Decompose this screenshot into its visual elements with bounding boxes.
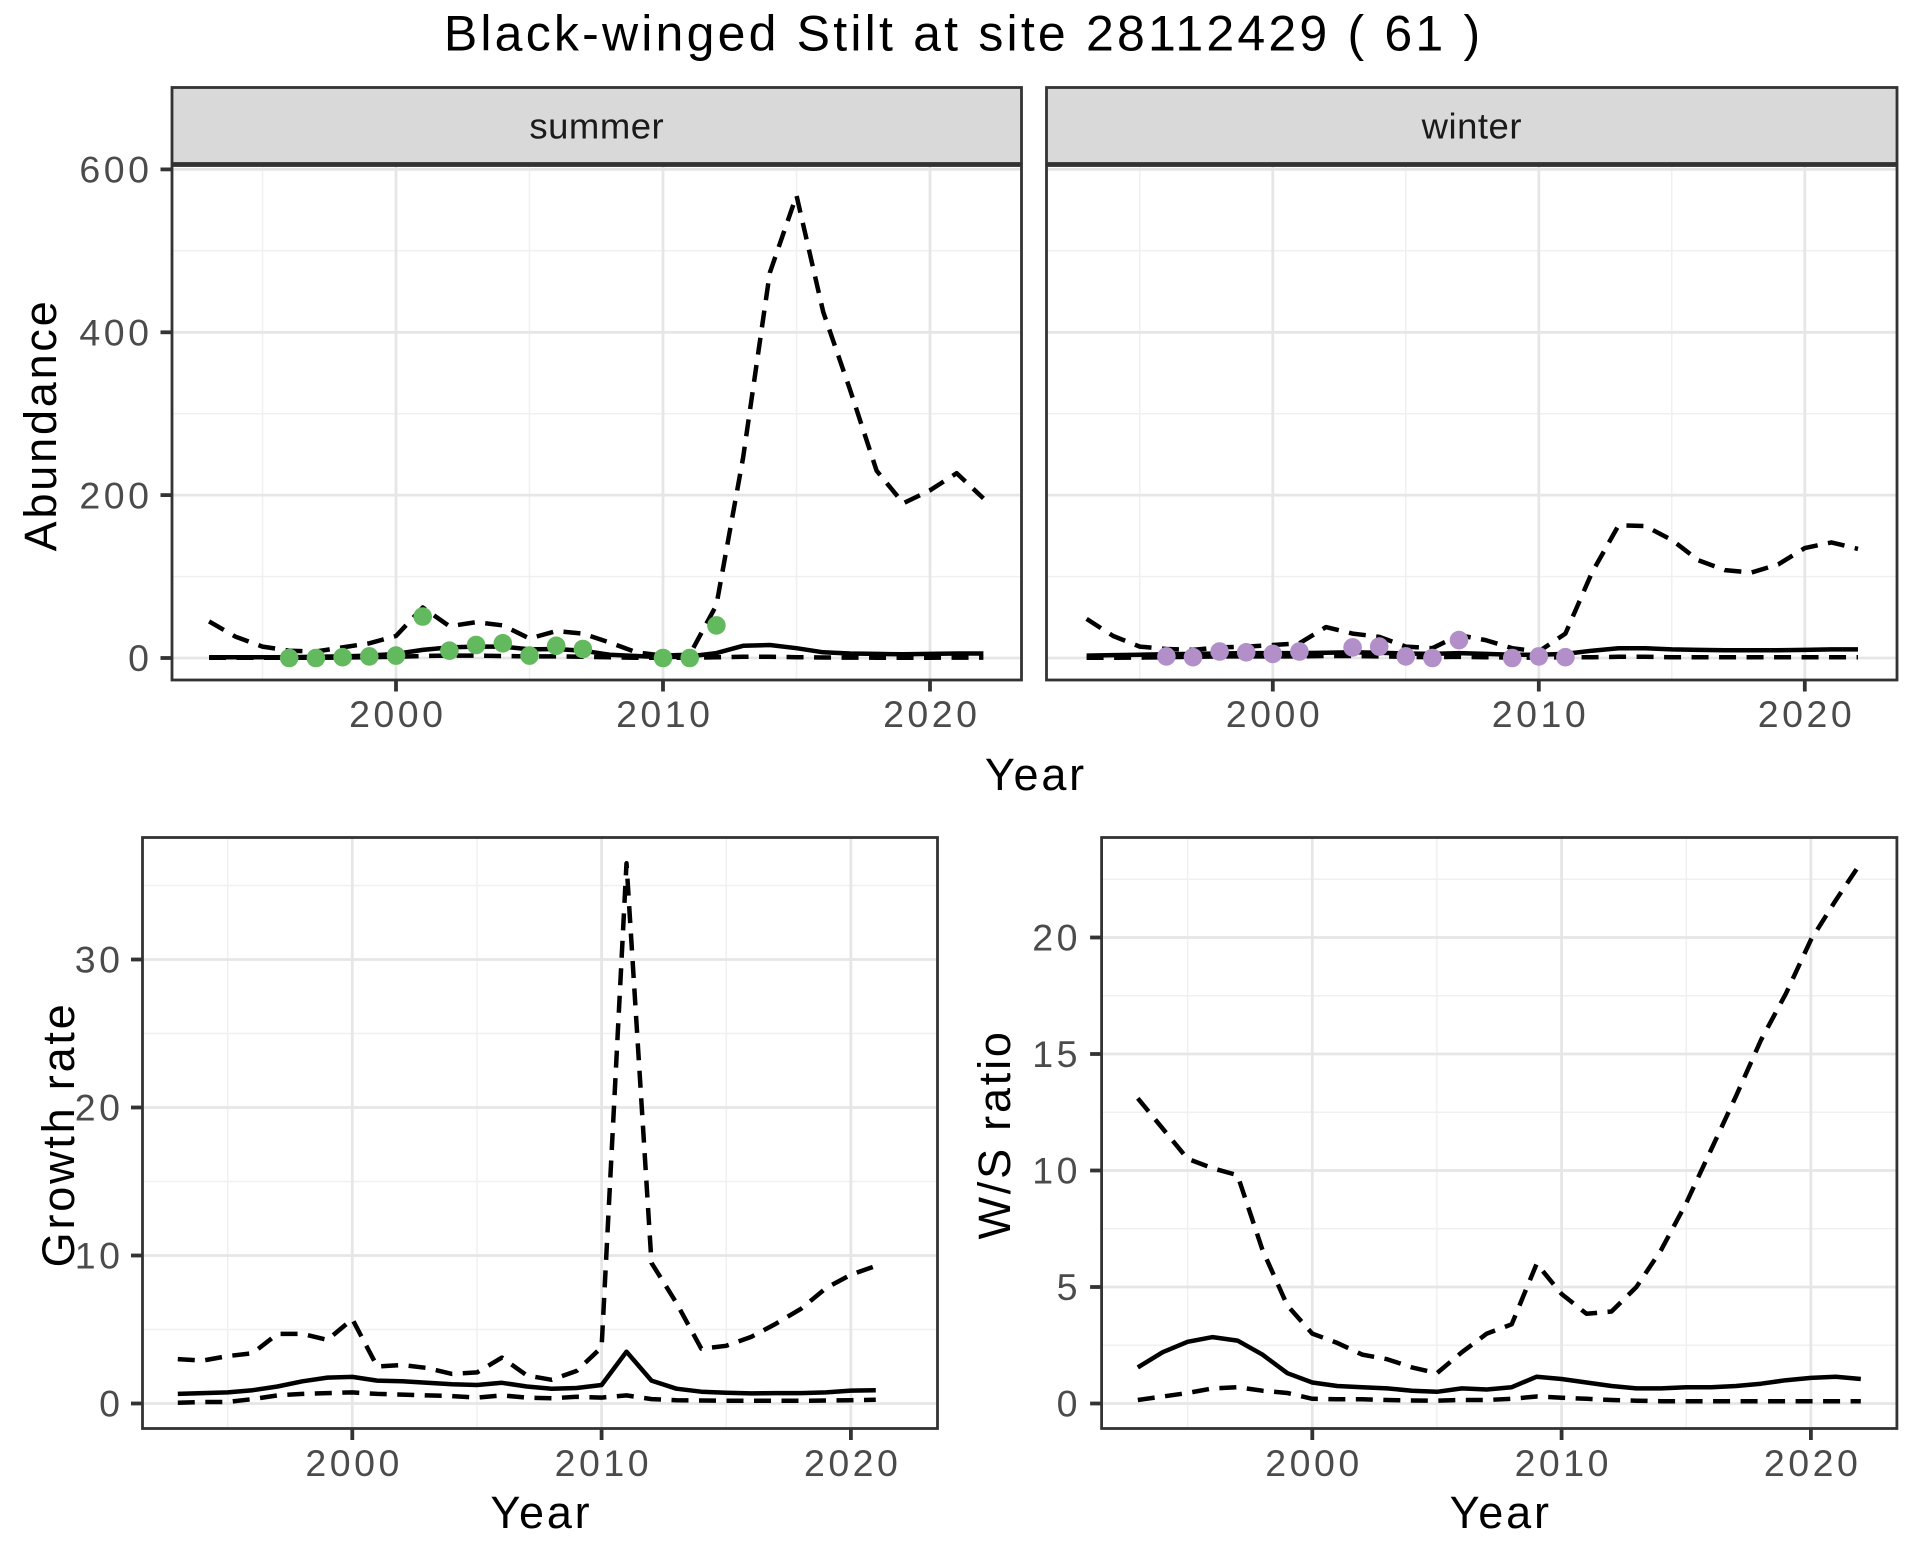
svg-text:2010: 2010 xyxy=(1492,693,1589,735)
svg-text:winter: winter xyxy=(1421,106,1522,147)
svg-text:0: 0 xyxy=(1057,1383,1081,1425)
svg-text:Growth rate: Growth rate xyxy=(33,1001,84,1267)
svg-text:Year: Year xyxy=(490,1487,592,1538)
svg-text:2010: 2010 xyxy=(1515,1442,1612,1484)
svg-text:2020: 2020 xyxy=(883,693,980,735)
svg-text:10: 10 xyxy=(1032,1150,1081,1192)
svg-text:2010: 2010 xyxy=(555,1442,652,1484)
svg-text:2000: 2000 xyxy=(349,693,446,735)
svg-text:Year: Year xyxy=(1450,1487,1552,1538)
svg-text:2000: 2000 xyxy=(1265,1442,1362,1484)
svg-text:400: 400 xyxy=(79,312,152,354)
svg-text:2020: 2020 xyxy=(1764,1442,1861,1484)
svg-text:5: 5 xyxy=(1057,1266,1081,1308)
svg-text:2020: 2020 xyxy=(1758,693,1855,735)
svg-text:2020: 2020 xyxy=(804,1442,901,1484)
svg-text:30: 30 xyxy=(75,939,124,981)
svg-text:20: 20 xyxy=(75,1087,124,1129)
svg-text:W/S ratio: W/S ratio xyxy=(969,1029,1020,1239)
svg-text:summer: summer xyxy=(529,106,664,147)
svg-text:200: 200 xyxy=(79,474,152,516)
svg-text:0: 0 xyxy=(128,637,152,679)
svg-text:10: 10 xyxy=(75,1235,124,1277)
svg-text:2000: 2000 xyxy=(305,1442,402,1484)
svg-text:600: 600 xyxy=(79,149,152,191)
svg-text:2000: 2000 xyxy=(1226,693,1323,735)
svg-text:15: 15 xyxy=(1032,1033,1081,1075)
svg-text:20: 20 xyxy=(1032,917,1081,959)
svg-text:Abundance: Abundance xyxy=(15,298,66,551)
svg-text:2010: 2010 xyxy=(616,693,713,735)
svg-text:Black-winged Stilt at site 281: Black-winged Stilt at site 28112429 ( 61… xyxy=(444,6,1484,62)
svg-text:0: 0 xyxy=(99,1383,123,1425)
svg-text:Year: Year xyxy=(985,749,1087,800)
